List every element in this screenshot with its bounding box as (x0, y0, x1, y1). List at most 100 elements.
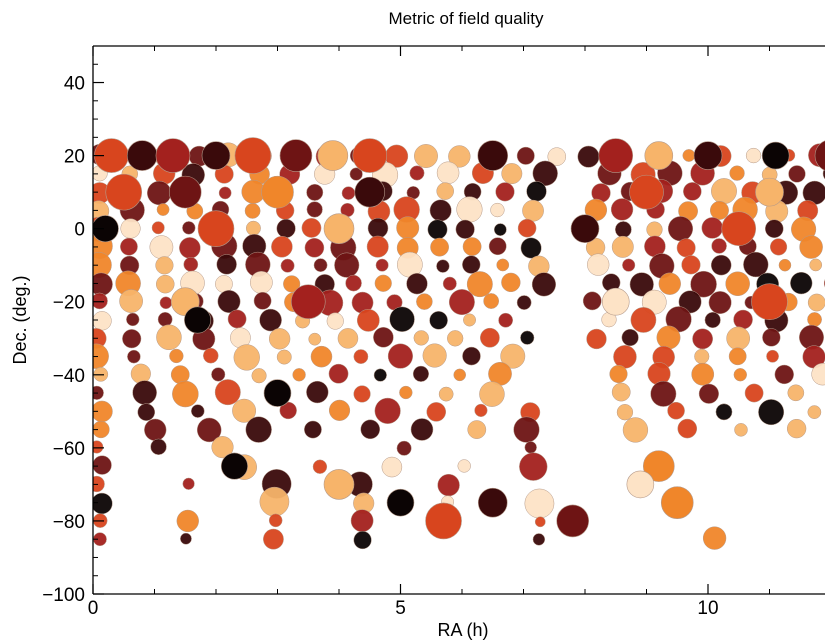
field-point (93, 311, 112, 331)
field-point (179, 237, 201, 259)
data-point (323, 469, 355, 500)
y-tick-label: −40 (53, 366, 85, 387)
field-point (442, 276, 457, 291)
field-point (743, 251, 769, 278)
field-point (630, 307, 657, 333)
field-point (350, 509, 374, 533)
field-point (276, 218, 296, 239)
field-point (770, 238, 788, 256)
field-point (427, 219, 448, 240)
field-point (448, 145, 471, 168)
data-point (234, 137, 272, 174)
y-axis-title: Dec. (deg.) (10, 275, 30, 364)
field-point (611, 382, 631, 402)
data-point (761, 141, 790, 170)
field-point (766, 349, 779, 363)
data-point (184, 306, 212, 334)
field-point (677, 418, 698, 439)
field-point (613, 345, 637, 369)
field-point (733, 368, 747, 382)
field-point (621, 328, 639, 347)
field-point (280, 258, 295, 273)
field-point (520, 330, 535, 345)
data-point (814, 140, 825, 171)
data-point (660, 486, 694, 519)
field-point (586, 328, 607, 350)
field-point (306, 183, 324, 201)
field-point (345, 274, 362, 292)
x-axis-title: RA (h) (437, 620, 488, 640)
field-point (429, 199, 452, 222)
field-point (474, 403, 488, 417)
field-point (151, 221, 165, 235)
field-point (156, 203, 170, 216)
field-point (268, 513, 283, 528)
field-point (609, 364, 628, 384)
field-point (532, 533, 546, 546)
field-point (807, 293, 825, 312)
field-point (245, 416, 272, 443)
field-point (667, 216, 694, 242)
field-point (353, 349, 369, 364)
field-point (811, 363, 825, 386)
field-point (367, 217, 389, 239)
field-point (733, 309, 753, 330)
field-point (462, 237, 482, 256)
field-point (137, 403, 156, 421)
field-point (758, 399, 785, 426)
field-point (196, 417, 222, 443)
field-point (412, 365, 429, 382)
data-point (556, 504, 590, 538)
field-point (149, 235, 174, 259)
field-point (438, 386, 454, 402)
field-point (496, 258, 510, 272)
field-point (389, 306, 415, 332)
field-point (455, 219, 475, 239)
field-point (387, 343, 413, 369)
field-point (788, 165, 806, 183)
field-point (203, 347, 219, 364)
field-point (233, 344, 260, 371)
field-point (610, 198, 634, 221)
field-point (611, 235, 634, 258)
field-point (691, 362, 715, 386)
y-tick-label: −80 (53, 512, 85, 533)
field-point (373, 327, 394, 348)
field-point (708, 291, 732, 314)
field-point (517, 218, 537, 238)
field-point (218, 186, 232, 200)
field-point (453, 368, 466, 382)
field-point (176, 509, 199, 533)
field-point (774, 364, 794, 385)
field-point (156, 324, 182, 351)
field-point (429, 311, 448, 330)
field-point (120, 218, 141, 239)
field-point (119, 289, 143, 313)
field-point (216, 254, 237, 275)
field-point (374, 274, 392, 292)
field-point (410, 418, 434, 441)
field-point (169, 348, 184, 364)
field-point (93, 455, 112, 475)
field-point (437, 473, 460, 497)
field-point (729, 165, 745, 181)
field-point (462, 255, 481, 274)
field-point (416, 293, 433, 310)
field-point (292, 368, 306, 382)
field-point (245, 220, 261, 236)
field-point (809, 258, 823, 272)
field-point (122, 329, 142, 349)
field-point (493, 223, 507, 236)
field-point (130, 363, 151, 384)
field-point (582, 291, 602, 311)
field-point (126, 312, 140, 327)
field-point (448, 289, 475, 316)
field-point (93, 440, 104, 454)
data-point (755, 177, 784, 207)
field-point (690, 270, 717, 298)
x-tick-label: 5 (395, 598, 406, 619)
field-point (702, 526, 727, 550)
field-point (676, 238, 696, 258)
data-point (279, 139, 313, 172)
field-point (399, 385, 413, 400)
